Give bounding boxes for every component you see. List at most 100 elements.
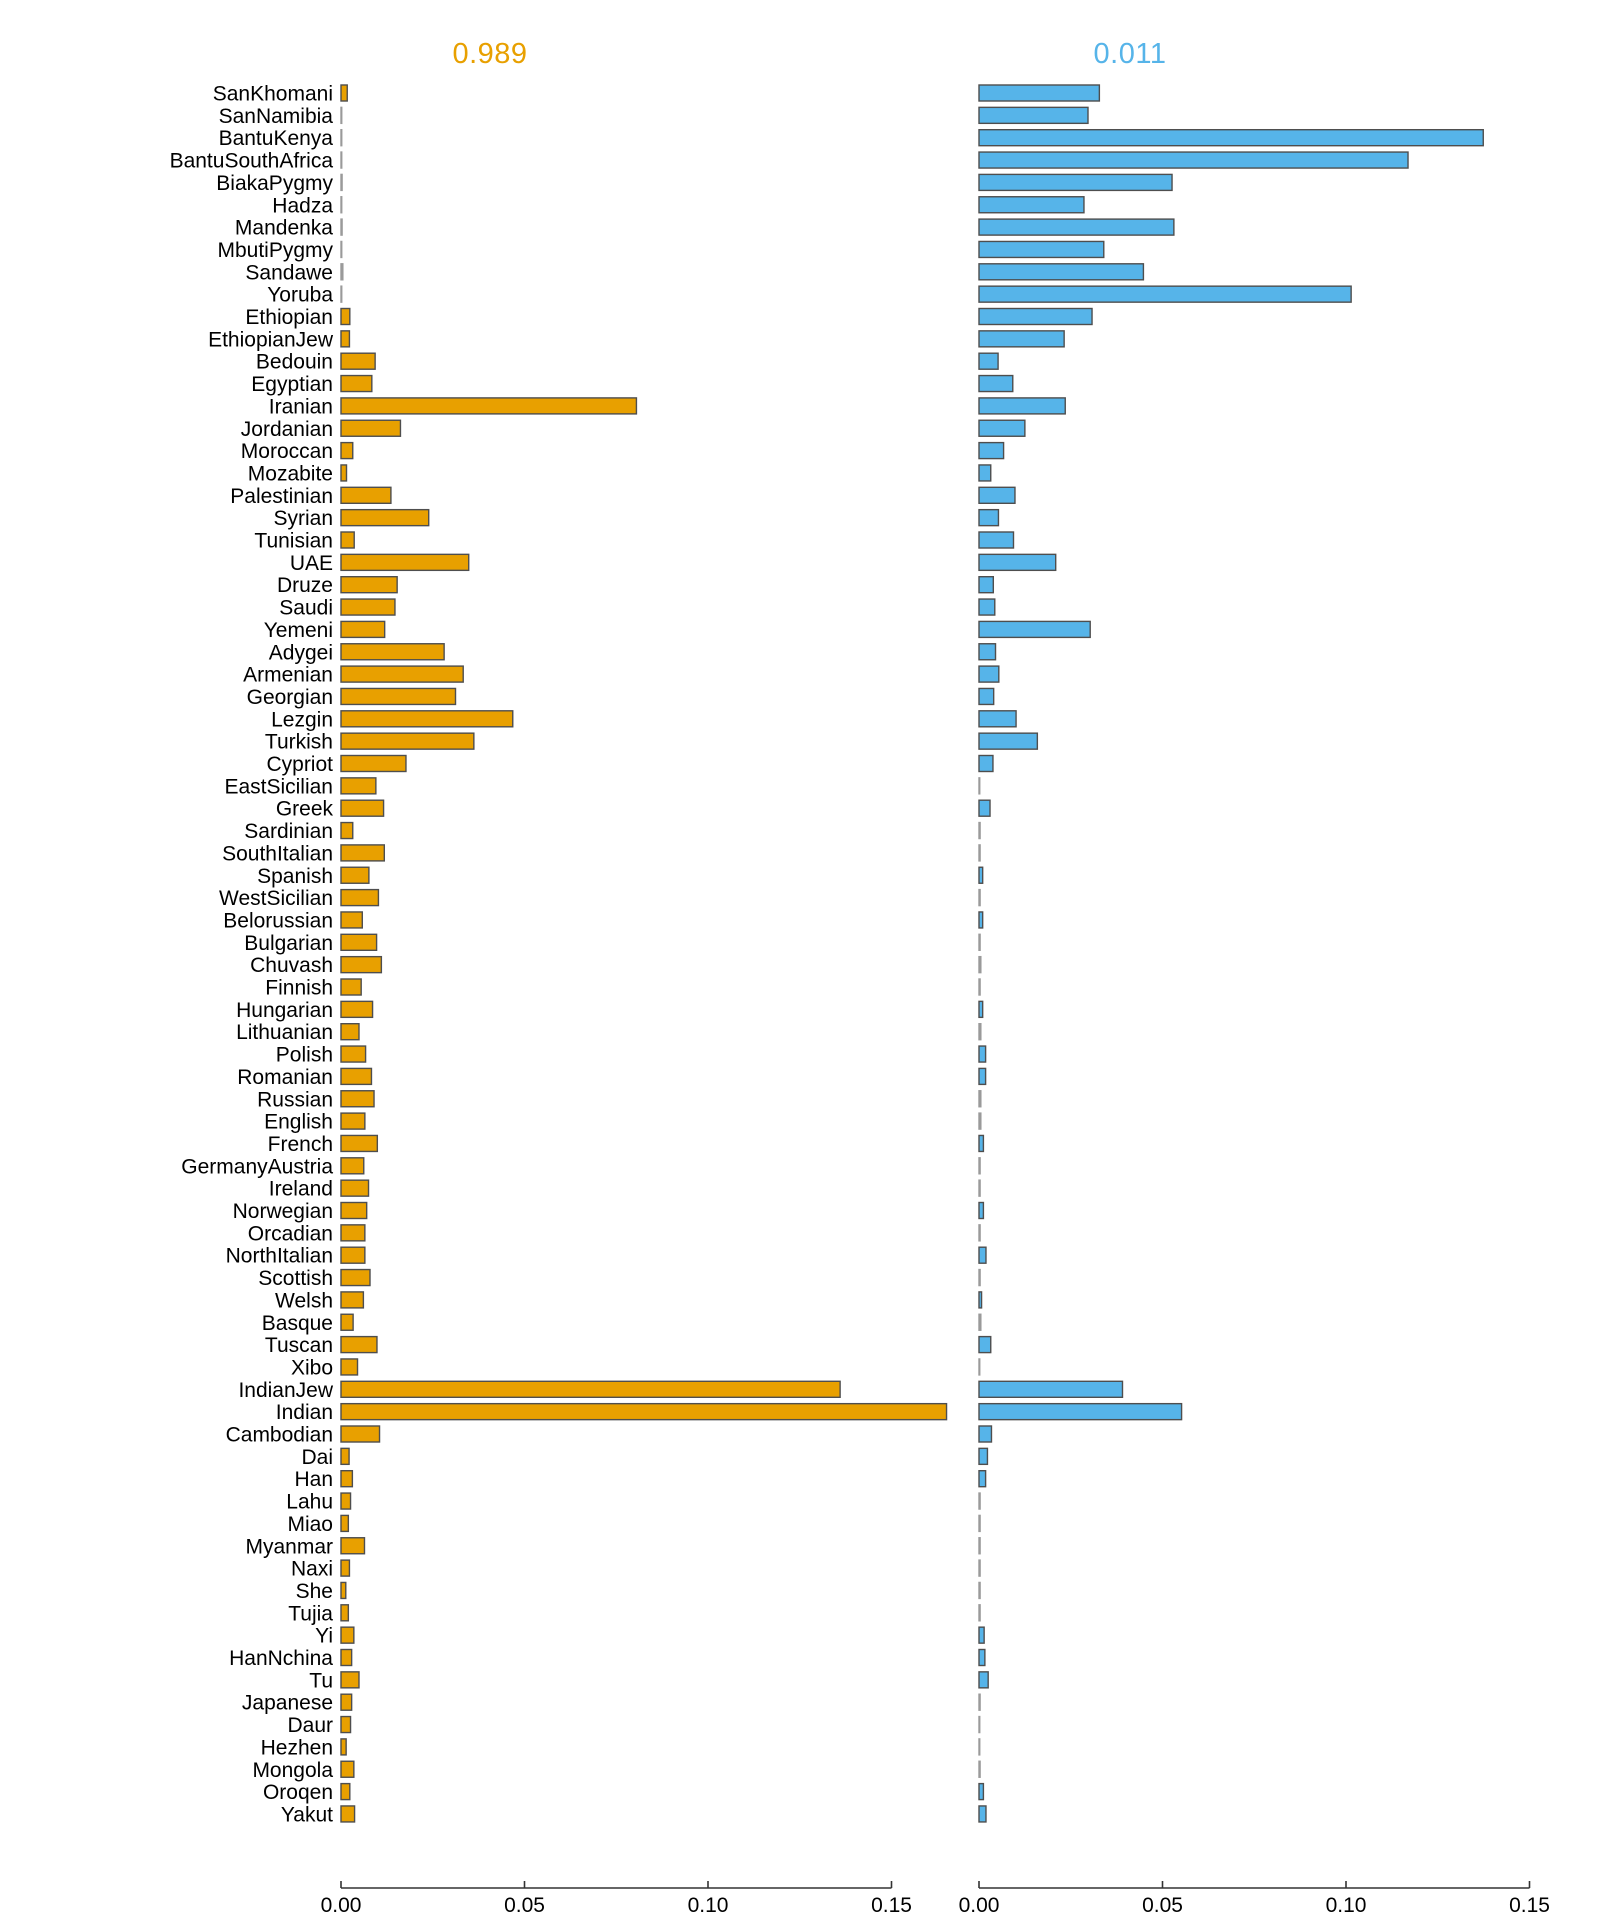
left-bar-MbutiPygmy	[340, 240, 343, 259]
right-axis-ticklabel-0.05: 0.05	[1142, 1894, 1183, 1917]
right-bar-IndianJew	[978, 1380, 1124, 1399]
left-bar-Druze	[340, 576, 398, 594]
row-label-Indian: Indian	[276, 1401, 333, 1424]
right-bar-Hungarian	[978, 1000, 984, 1019]
left-axis-ticklabel-0.10: 0.10	[688, 1894, 729, 1917]
right-bar-EthiopianJew	[978, 330, 1065, 348]
row-label-Hadza: Hadza	[272, 194, 333, 217]
left-bar-SouthItalian	[340, 844, 386, 862]
right-bar-Mongola	[978, 1760, 981, 1778]
row-label-Xibo: Xibo	[291, 1356, 333, 1379]
row-label-Lahu: Lahu	[286, 1491, 333, 1514]
row-label-Sardinian: Sardinian	[244, 820, 333, 843]
right-bar-Myanmar	[978, 1537, 981, 1555]
row-label-Druze: Druze	[277, 574, 333, 597]
row-label-Han: Han	[294, 1468, 333, 1491]
left-bar-SanNamibia	[340, 106, 343, 125]
right-bar-Russian	[978, 1090, 982, 1108]
row-label-Daur: Daur	[287, 1714, 333, 1737]
left-bar-Spanish	[340, 866, 370, 884]
right-bar-Sardinian	[978, 821, 981, 840]
row-label-Cambodian: Cambodian	[226, 1424, 333, 1447]
right-bar-Ireland	[978, 1179, 981, 1197]
right-bar-Tujia	[978, 1604, 981, 1622]
left-bar-Hezhen	[340, 1738, 347, 1756]
row-label-Moroccan: Moroccan	[241, 440, 333, 463]
row-label-Mozabite: Mozabite	[248, 462, 333, 485]
left-bar-BiakaPygmy	[340, 173, 343, 192]
left-bar-Cambodian	[340, 1425, 381, 1443]
row-label-Jordanian: Jordanian	[241, 418, 333, 441]
row-label-Spanish: Spanish	[257, 865, 333, 888]
row-label-NorthItalian: NorthItalian	[226, 1245, 333, 1268]
left-bar-Yoruba	[340, 285, 343, 303]
left-bar-Adygei	[340, 643, 445, 661]
left-bar-WestSicilian	[340, 888, 380, 907]
left-bar-Sandawe	[340, 263, 344, 281]
left-bar-UAE	[340, 553, 470, 572]
left-bar-HanNchina	[340, 1648, 353, 1667]
left-bar-Mongola	[340, 1760, 355, 1778]
left-bar-Daur	[340, 1715, 352, 1734]
right-bar-Georgian	[978, 687, 995, 706]
row-label-Mongola: Mongola	[252, 1759, 333, 1782]
row-label-Syrian: Syrian	[273, 507, 333, 530]
right-bar-Jordanian	[978, 419, 1026, 437]
left-bar-Egyptian	[340, 374, 373, 393]
row-label-Dai: Dai	[301, 1446, 333, 1469]
row-label-EthiopianJew: EthiopianJew	[208, 328, 334, 351]
right-bar-Cambodian	[978, 1425, 993, 1443]
left-bar-Tunisian	[340, 531, 355, 549]
right-bar-BantuKenya	[978, 128, 1484, 147]
row-label-Bulgarian: Bulgarian	[244, 932, 333, 955]
right-bar-HanNchina	[978, 1648, 986, 1667]
left-bar-Xibo	[340, 1358, 359, 1376]
right-bar-She	[978, 1581, 981, 1600]
right-bar-Hadza	[978, 196, 1085, 214]
left-bar-Ethiopian	[340, 307, 351, 326]
right-bar-Naxi	[978, 1559, 981, 1577]
x-axes: 0.00 0.05 0.10 0.15 0.00 0.05 0.10 0.15	[321, 1881, 1550, 1917]
row-label-Chuvash: Chuvash	[250, 954, 333, 977]
row-label-Turkish: Turkish	[265, 731, 333, 754]
row-label-French: French	[268, 1133, 333, 1156]
left-bar-Lahu	[340, 1492, 352, 1510]
left-bar-Hungarian	[340, 1000, 374, 1019]
right-bar-NorthItalian	[978, 1246, 987, 1264]
left-bar-French	[340, 1134, 379, 1153]
row-label-BantuKenya: BantuKenya	[219, 127, 334, 150]
right-bar-SouthItalian	[978, 844, 981, 862]
left-panel-bars	[340, 84, 948, 1823]
left-bar-Iranian	[340, 397, 638, 415]
left-bar-Moroccan	[340, 441, 354, 460]
row-label-Iranian: Iranian	[269, 395, 333, 418]
left-bar-Norwegian	[340, 1201, 368, 1220]
left-bar-IndianJew	[340, 1380, 841, 1399]
left-bar-Chuvash	[340, 955, 383, 974]
row-label-WestSicilian: WestSicilian	[219, 887, 333, 910]
right-bar-Welsh	[978, 1291, 983, 1309]
left-bar-Miao	[340, 1514, 350, 1533]
right-bar-Oroqen	[978, 1782, 985, 1801]
right-bar-Mandenka	[978, 218, 1175, 236]
left-axis-ticklabel-0.15: 0.15	[871, 1894, 912, 1917]
left-bar-Tujia	[340, 1604, 350, 1622]
left-axis-ticklabel-0.05: 0.05	[504, 1894, 545, 1917]
row-label-Miao: Miao	[287, 1513, 333, 1536]
row-label-Orcadian: Orcadian	[248, 1222, 333, 1245]
right-bar-MbutiPygmy	[978, 240, 1105, 259]
left-bar-Dai	[340, 1447, 350, 1466]
right-bar-Japanese	[978, 1693, 981, 1711]
left-bar-Georgian	[340, 687, 457, 706]
right-bar-Cypriot	[978, 754, 994, 773]
right-bar-UAE	[978, 553, 1057, 572]
row-label-Cypriot: Cypriot	[266, 753, 333, 776]
population-labels: SanKhomaniSanNamibiaBantuKenyaBantuSouth…	[170, 83, 334, 1827]
left-bar-Oroqen	[340, 1782, 351, 1801]
right-bar-Yoruba	[978, 285, 1352, 303]
left-bar-Japanese	[340, 1693, 353, 1711]
right-bar-Bulgarian	[978, 933, 981, 951]
left-bar-English	[340, 1112, 366, 1130]
row-label-Greek: Greek	[276, 798, 334, 821]
